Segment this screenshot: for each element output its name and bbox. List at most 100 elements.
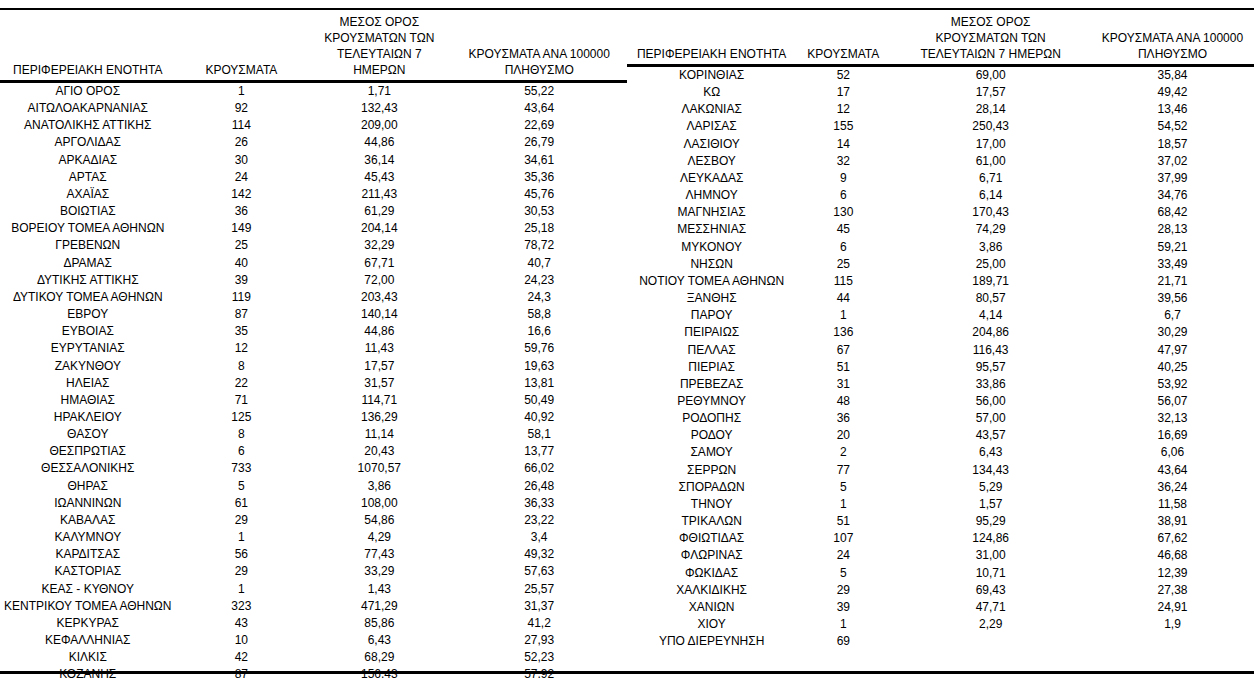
table-row: ΑΡΤΑΣ2445,4335,36: [0, 169, 627, 186]
avg7-cell: 134,43: [890, 462, 1091, 479]
region-cell: ΡΕΘΥΜΝΟΥ: [627, 393, 796, 410]
cases-cell: 6: [176, 443, 308, 460]
cases-cell: 2: [796, 444, 890, 461]
per100k-cell: 25,57: [451, 581, 627, 598]
table-row: ΤΡΙΚΑΛΩΝ5195,2938,91: [627, 513, 1254, 530]
cases-cell: 77: [796, 462, 890, 479]
per100k-cell: 27,93: [451, 632, 627, 649]
table-row: ΙΩΑΝΝΙΝΩΝ61108,0036,33: [0, 495, 627, 512]
avg7-cell: 68,29: [307, 649, 451, 666]
region-cell: ΦΩΚΙΔΑΣ: [627, 565, 796, 582]
per100k-cell: 49,32: [451, 546, 627, 563]
avg7-cell: 20,43: [307, 443, 451, 460]
region-cell: ΛΗΜΝΟΥ: [627, 187, 796, 204]
cases-cell: 5: [796, 565, 890, 582]
region-cell: ΘΗΡΑΣ: [0, 478, 176, 495]
region-cell: ΑΡΚΑΔΙΑΣ: [0, 152, 176, 169]
avg7-cell: 72,00: [307, 272, 451, 289]
table-row: ΜΕΣΣΗΝΙΑΣ4574,2928,13: [627, 221, 1254, 238]
avg7-cell: 140,14: [307, 306, 451, 323]
cases-cell: 114: [176, 117, 308, 134]
table-row: ΚΕΡΚΥΡΑΣ4385,8641,2: [0, 615, 627, 632]
table-row: ΒΟΡΕΙΟΥ ΤΟΜΕΑ ΑΘΗΝΩΝ149204,1425,18: [0, 220, 627, 237]
table-row: ΚΑΣΤΟΡΙΑΣ2933,2957,63: [0, 563, 627, 580]
per100k-cell: 36,24: [1091, 479, 1254, 496]
cases-cell: 35: [176, 323, 308, 340]
cases-cell: 36: [796, 410, 890, 427]
avg7-cell: 203,43: [307, 289, 451, 306]
region-cell: ΛΕΣΒΟΥ: [627, 153, 796, 170]
avg7-cell: 74,29: [890, 221, 1091, 238]
region-cell: ΔΡΑΜΑΣ: [0, 255, 176, 272]
right-table-header: ΠΕΡΙΦΕΡΕΙΑΚΗ ΕΝΟΤΗΤΑ ΚΡΟΥΣΜΑΤΑ ΜΕΣΟΣ ΟΡΟ…: [627, 10, 1254, 66]
region-cell: ΑΡΤΑΣ: [0, 169, 176, 186]
per100k-cell: 41,2: [451, 615, 627, 632]
region-cell: ΛΑΚΩΝΙΑΣ: [627, 101, 796, 118]
per100k-cell: 59,21: [1091, 239, 1254, 256]
table-row: ΧΙΟΥ12,291,9: [627, 616, 1254, 633]
cases-cell: 92: [176, 100, 308, 117]
region-cell: ΝΗΣΩΝ: [627, 256, 796, 273]
avg7-cell: 44,86: [307, 323, 451, 340]
avg7-cell: 69,00: [890, 66, 1091, 85]
column-header-region: ΠΕΡΙΦΕΡΕΙΑΚΗ ΕΝΟΤΗΤΑ: [0, 10, 176, 82]
avg7-cell: 69,43: [890, 582, 1091, 599]
region-cell: ΧΙΟΥ: [627, 616, 796, 633]
avg7-cell: 47,71: [890, 599, 1091, 616]
table-row: ΑΝΑΤΟΛΙΚΗΣ ΑΤΤΙΚΗΣ114209,0022,69: [0, 117, 627, 134]
per100k-cell: 16,69: [1091, 427, 1254, 444]
cases-cell: 31: [796, 376, 890, 393]
cases-cell: 26: [176, 134, 308, 151]
avg7-cell: 6,14: [890, 187, 1091, 204]
table-row: ΚΟΡΙΝΘΙΑΣ5269,0035,84: [627, 66, 1254, 85]
cases-cell: 42: [176, 649, 308, 666]
region-cell: ΑΝΑΤΟΛΙΚΗΣ ΑΤΤΙΚΗΣ: [0, 117, 176, 134]
region-cell: ΤΗΝΟΥ: [627, 496, 796, 513]
region-cell: ΚΑΡΔΙΤΣΑΣ: [0, 546, 176, 563]
table-row: ΤΗΝΟΥ11,5711,58: [627, 496, 1254, 513]
per100k-cell: 40,25: [1091, 359, 1254, 376]
cases-cell: 36: [176, 203, 308, 220]
table-row: ΜΑΓΝΗΣΙΑΣ130170,4368,42: [627, 204, 1254, 221]
per100k-cell: [1091, 633, 1254, 650]
per100k-cell: 6,06: [1091, 444, 1254, 461]
avg7-cell: 209,00: [307, 117, 451, 134]
per100k-cell: 45,76: [451, 186, 627, 203]
table-row: ΝΗΣΩΝ2525,0033,49: [627, 256, 1254, 273]
table-row: ΠΙΕΡΙΑΣ5195,5740,25: [627, 359, 1254, 376]
table-row: ΕΒΡΟΥ87140,1458,8: [0, 306, 627, 323]
region-cell: ΓΡΕΒΕΝΩΝ: [0, 237, 176, 254]
avg7-cell: 33,29: [307, 563, 451, 580]
table-row: ΛΑΣΙΘΙΟΥ1417,0018,57: [627, 136, 1254, 153]
region-cell: ΚΑΒΑΛΑΣ: [0, 512, 176, 529]
avg7-cell: 61,29: [307, 203, 451, 220]
table-row: ΚΕΦΑΛΛΗΝΙΑΣ106,4327,93: [0, 632, 627, 649]
region-cell: ΣΠΟΡΑΔΩΝ: [627, 479, 796, 496]
per100k-cell: 50,49: [451, 392, 627, 409]
avg7-cell: 77,43: [307, 546, 451, 563]
cases-cell: 1: [176, 581, 308, 598]
region-cell: ΠΕΙΡΑΙΩΣ: [627, 324, 796, 341]
avg7-cell: 1070,57: [307, 460, 451, 477]
region-cell: ΑΓΙΟ ΟΡΟΣ: [0, 82, 176, 101]
avg7-cell: 11,43: [307, 340, 451, 357]
left-table-header: ΠΕΡΙΦΕΡΕΙΑΚΗ ΕΝΟΤΗΤΑ ΚΡΟΥΣΜΑΤΑ ΜΕΣΟΣ ΟΡΟ…: [0, 10, 627, 82]
report-table-page: ΠΕΡΙΦΕΡΕΙΑΚΗ ΕΝΟΤΗΤΑ ΚΡΟΥΣΜΑΤΑ ΜΕΣΟΣ ΟΡΟ…: [0, 0, 1254, 678]
avg7-cell: 156,43: [307, 666, 451, 678]
avg7-cell: 136,29: [307, 409, 451, 426]
avg7-cell: 85,86: [307, 615, 451, 632]
per100k-cell: 24,91: [1091, 599, 1254, 616]
right-table-body: ΚΟΡΙΝΘΙΑΣ5269,0035,84ΚΩ1717,5749,42ΛΑΚΩΝ…: [627, 66, 1254, 651]
cases-cell: 40: [176, 255, 308, 272]
cases-cell: 39: [796, 599, 890, 616]
region-cell: ΔΥΤΙΚΗΣ ΑΤΤΙΚΗΣ: [0, 272, 176, 289]
cases-cell: 155: [796, 118, 890, 135]
table-row: ΞΑΝΘΗΣ4480,5739,56: [627, 290, 1254, 307]
region-cell: ΧΑΛΚΙΔΙΚΗΣ: [627, 582, 796, 599]
avg7-cell: 28,14: [890, 101, 1091, 118]
table-row: ΧΑΛΚΙΔΙΚΗΣ2969,4327,38: [627, 582, 1254, 599]
cases-cell: 22: [176, 375, 308, 392]
cases-cell: 17: [796, 84, 890, 101]
region-cell: ΚΕΝΤΡΙΚΟΥ ΤΟΜΕΑ ΑΘΗΝΩΝ: [0, 598, 176, 615]
cases-cell: 1: [796, 616, 890, 633]
